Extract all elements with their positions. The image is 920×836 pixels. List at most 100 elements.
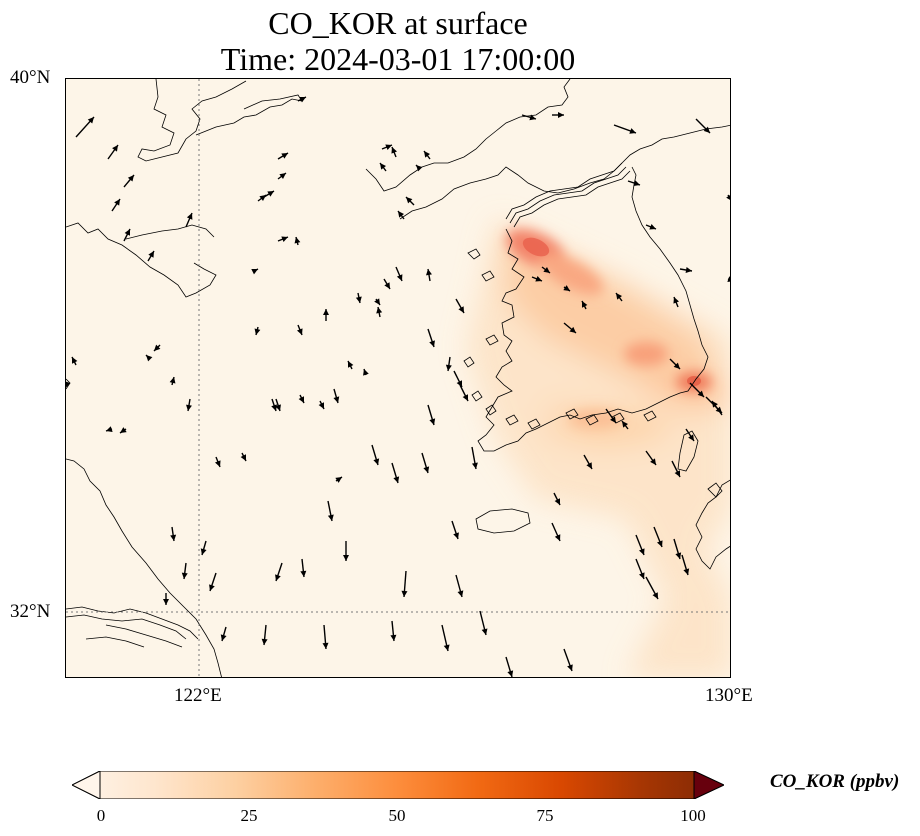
wind-arrow-head bbox=[443, 644, 450, 651]
wind-arrow-head bbox=[170, 534, 177, 541]
wind-arrow-head bbox=[254, 328, 261, 335]
wind-arrow-head bbox=[656, 540, 663, 547]
wind-arrow-head bbox=[296, 328, 303, 335]
wind-arrow-head bbox=[323, 309, 329, 315]
wind-arrow-head bbox=[649, 223, 656, 230]
wind-arrow-head bbox=[259, 195, 266, 201]
wind-arrow-shaft bbox=[727, 194, 730, 200]
wind-arrow-head bbox=[675, 552, 682, 559]
map-canvas bbox=[66, 79, 730, 677]
wind-arrow-head bbox=[279, 173, 286, 179]
wind-arrow-head bbox=[685, 267, 692, 273]
wind-arrow-head bbox=[384, 282, 390, 289]
wind-arrow-head bbox=[406, 197, 413, 204]
wind-arrow-head bbox=[569, 326, 576, 333]
wind-arrow-head bbox=[712, 401, 718, 408]
wind-arrow-head bbox=[127, 175, 134, 182]
concentration-field bbox=[466, 219, 730, 677]
wind-arrow-head bbox=[423, 466, 430, 473]
wind-arrow-head bbox=[416, 165, 423, 172]
wind-arrow-head bbox=[697, 390, 704, 397]
wind-arrow-head bbox=[376, 307, 383, 314]
wind-arrow-head bbox=[87, 117, 94, 124]
wind-arrow-head bbox=[638, 572, 645, 579]
lon-label-122: 122°E bbox=[174, 685, 222, 706]
wind-arrow-head bbox=[251, 269, 258, 275]
wind-arrow-head bbox=[327, 514, 334, 521]
wind-arrow-head bbox=[652, 592, 658, 599]
wind-arrow-head bbox=[72, 357, 78, 364]
wind-arrow-head bbox=[275, 404, 281, 411]
wind-arrow-head bbox=[374, 298, 380, 305]
wind-arrow-head bbox=[558, 112, 564, 118]
wind-arrow-head bbox=[391, 147, 398, 154]
wind-arrow-head bbox=[398, 211, 404, 218]
wind-arrow-head bbox=[401, 590, 408, 597]
wind-arrow-head bbox=[169, 377, 176, 384]
wind-arrow-head bbox=[426, 269, 432, 276]
wind-arrow-head bbox=[298, 396, 304, 403]
wind-arrow-head bbox=[214, 460, 221, 467]
wind-arrow-head bbox=[543, 267, 550, 273]
wind-arrow-head bbox=[322, 642, 329, 649]
map-subtitle: Time: 2024-03-01 17:00:00 bbox=[220, 41, 576, 77]
wind-arrow-head bbox=[348, 361, 354, 368]
wind-arrow-head bbox=[343, 555, 349, 561]
wind-arrow-head bbox=[355, 296, 362, 303]
wind-arrow-head bbox=[281, 153, 288, 159]
wind-arrow-head bbox=[535, 275, 542, 282]
wind-arrow-head bbox=[674, 470, 680, 477]
wind-arrow-head bbox=[507, 670, 514, 677]
wind-arrow-head bbox=[112, 145, 118, 152]
wind-arrow-head bbox=[586, 462, 592, 469]
wind-arrow-head bbox=[458, 306, 464, 313]
wind-arrow-head bbox=[457, 590, 464, 597]
wind-arrow-head bbox=[616, 293, 622, 300]
gridlines bbox=[66, 79, 730, 677]
lon-label-130: 130°E bbox=[705, 685, 753, 706]
wind-arrow-head bbox=[271, 404, 277, 411]
wind-arrow-head bbox=[673, 297, 680, 304]
wind-arrow-head bbox=[267, 191, 274, 197]
colorbar-tick: 25 bbox=[240, 806, 258, 825]
coastlines bbox=[66, 79, 730, 677]
colorbar-tick: 0 bbox=[96, 806, 106, 825]
wind-arrow-head bbox=[554, 534, 561, 541]
colorbar-tick: 50 bbox=[388, 806, 406, 825]
wind-arrow-head bbox=[633, 180, 640, 186]
wind-arrow-head bbox=[148, 251, 154, 258]
wind-vector-field bbox=[66, 96, 730, 677]
wind-arrow-head bbox=[445, 364, 452, 371]
wind-arrow-head bbox=[114, 199, 120, 206]
wind-arrow-head bbox=[393, 476, 400, 483]
wind-arrow-head bbox=[299, 97, 306, 103]
wind-arrow-head bbox=[124, 229, 130, 236]
wind-arrow-head bbox=[186, 404, 192, 411]
wind-arrow-head bbox=[385, 144, 392, 151]
wind-arrow-head bbox=[396, 274, 403, 281]
colorbar-tick: 75 bbox=[536, 806, 554, 825]
wind-arrow-head bbox=[726, 195, 730, 200]
wind-arrow-head bbox=[146, 355, 153, 362]
wind-arrow-head bbox=[106, 426, 113, 432]
wind-arrow-head bbox=[318, 402, 324, 409]
wind-arrow-head bbox=[650, 458, 656, 465]
wind-arrow-head bbox=[462, 394, 468, 401]
colorbar-min-extend bbox=[72, 771, 101, 799]
wind-arrow-head bbox=[186, 213, 193, 220]
wind-arrow-head bbox=[363, 369, 369, 376]
map-title: CO_KOR at surface bbox=[268, 5, 528, 41]
wind-arrow-head bbox=[200, 548, 207, 555]
map-panel[interactable] bbox=[65, 78, 731, 678]
wind-arrow-head bbox=[554, 498, 560, 505]
wind-arrow-head bbox=[429, 418, 436, 425]
colorbar-label: CO_KOR (ppbv) bbox=[770, 771, 900, 792]
lat-label-40: 40°N bbox=[10, 67, 51, 88]
wind-arrow-head bbox=[429, 340, 435, 347]
wind-arrow-head bbox=[683, 568, 690, 575]
wind-arrow-head bbox=[529, 114, 536, 121]
wind-arrow-head bbox=[638, 548, 645, 555]
wind-arrow-head bbox=[163, 599, 169, 605]
wind-arrow-head bbox=[66, 381, 71, 388]
lat-label-32: 32°N bbox=[10, 601, 51, 622]
